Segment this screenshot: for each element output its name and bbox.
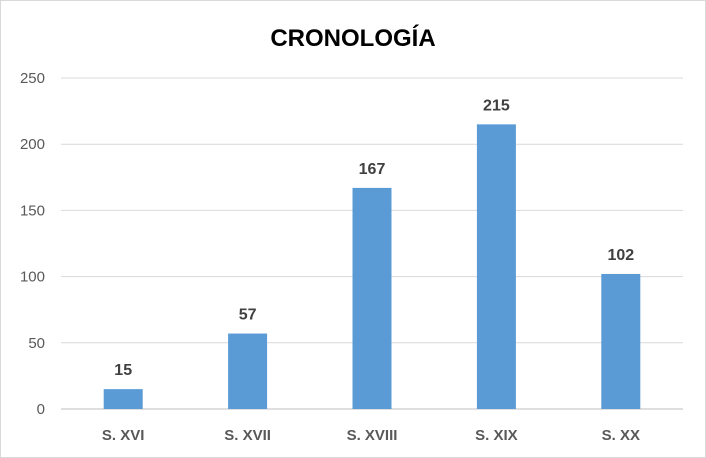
y-tick-label: 250 [20,70,45,87]
bar [103,389,143,409]
bar [352,187,392,409]
x-tick-label: S. XVII [224,427,271,444]
data-label: 15 [114,362,132,379]
y-tick-label: 0 [37,401,45,418]
x-tick-label: S. XVI [102,427,145,444]
bar [601,273,641,409]
y-tick-label: 150 [20,202,45,219]
x-tick-label: S. XIX [475,427,518,444]
y-tick-label: 200 [20,136,45,153]
chart-title: CRONOLOGÍA [270,24,435,52]
x-axis-ticks: S. XVI S. XVII S. XVIII S. XIX S. XX [102,427,640,444]
y-tick-label: 100 [20,269,45,286]
data-label: 167 [359,161,386,178]
data-labels: 15 57 167 215 102 [114,97,634,379]
y-tick-label: 50 [28,335,45,352]
bar [476,124,516,409]
data-label: 102 [607,247,634,264]
x-tick-label: S. XX [602,427,640,444]
y-axis-ticks: 0 50 100 150 200 250 [20,70,45,418]
data-label: 215 [483,97,510,114]
bar [228,333,268,409]
data-label: 57 [239,307,257,324]
x-tick-label: S. XVIII [347,427,398,444]
bars [103,124,641,409]
